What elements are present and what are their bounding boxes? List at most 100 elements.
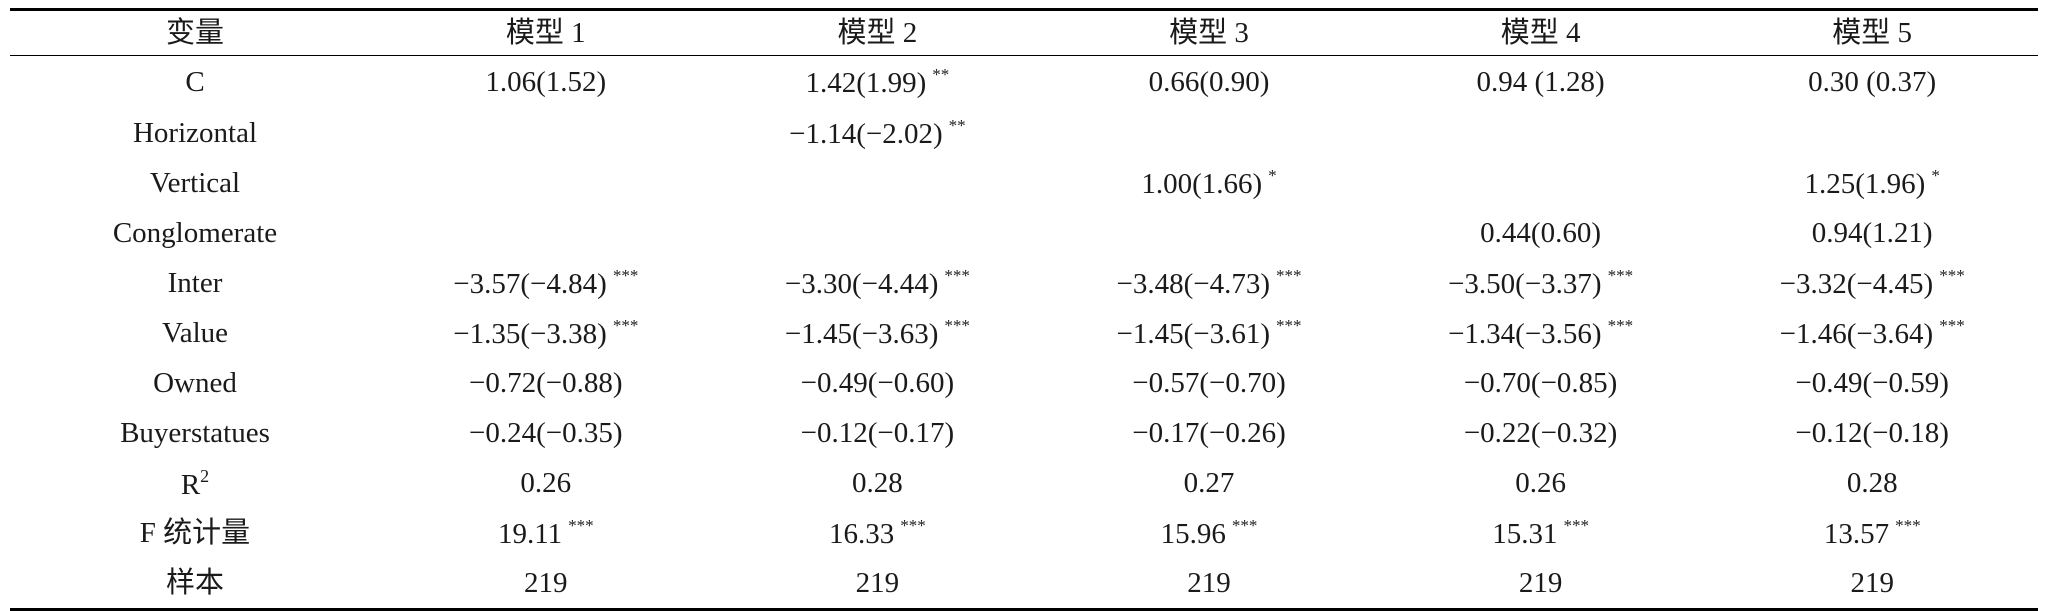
row-label: 样本 xyxy=(10,558,380,608)
cell-value: −1.35(−3.38) xyxy=(453,318,607,350)
cell-value: −0.12(−0.18) xyxy=(1795,416,1949,449)
cell-value: 1.06(1.52) xyxy=(485,65,607,98)
table-cell: 219 xyxy=(380,558,712,608)
row-label: Value xyxy=(10,308,380,358)
cell-value: −3.57(−4.84) xyxy=(453,268,607,300)
table-cell: 0.27 xyxy=(1043,458,1375,508)
row-label: Buyerstatues xyxy=(10,408,380,458)
cell-value: 1.00(1.66) xyxy=(1141,168,1263,200)
row-label: R2 xyxy=(10,458,380,508)
table-cell: 19.11 *** xyxy=(380,508,712,558)
table-row: Inter −3.57(−4.84) *** −3.30(−4.44) *** −3.48… xyxy=(10,258,2038,308)
row-label-text: F 统计量 xyxy=(139,516,251,549)
table-cell: 219 xyxy=(712,558,1044,608)
cell-value: 219 xyxy=(855,566,900,599)
cell-value: −0.57(−0.70) xyxy=(1132,366,1286,399)
table-cell: −0.72(−0.88) xyxy=(380,358,712,408)
cell-value: −0.49(−0.59) xyxy=(1795,366,1949,399)
cell-value: 219 xyxy=(1187,566,1231,599)
table-cell: 15.96 *** xyxy=(1043,508,1375,558)
table-row: F 统计量 19.11 *** 16.33 *** 15.96 *** 15.31 *** 13.… xyxy=(10,508,2038,558)
cell-value: −0.17(−0.26) xyxy=(1132,416,1286,449)
table-cell: 1.06(1.52) xyxy=(380,56,712,109)
table-cell xyxy=(1375,108,1707,158)
table-cell: 13.57 *** xyxy=(1706,508,2038,558)
cell-value: 15.96 xyxy=(1160,518,1226,550)
significance-stars: *** xyxy=(944,266,970,285)
table-cell xyxy=(1706,108,2038,158)
row-label-superscript: 2 xyxy=(200,465,210,486)
header-row: 变量 模型 1 模型 2 模型 3 模型 4 模型 5 xyxy=(10,11,2038,56)
table-cell xyxy=(380,208,712,258)
table-row: Conglomerate 0.44(0.60) 0.94(1.21) xyxy=(10,208,2038,258)
cell-value: −1.34(−3.56) xyxy=(1448,318,1602,350)
row-label: Horizontal xyxy=(10,108,380,158)
regression-table: 变量 模型 1 模型 2 模型 3 模型 4 模型 5 C 1.06(1.52) 1… xyxy=(10,11,2038,608)
table-cell xyxy=(712,158,1044,208)
table-cell: 0.94 (1.28) xyxy=(1375,56,1707,109)
significance-stars: *** xyxy=(900,516,926,535)
header-model-3: 模型 3 xyxy=(1043,11,1375,56)
header-model-1: 模型 1 xyxy=(380,11,712,56)
row-label-text: Buyerstatues xyxy=(120,416,270,449)
significance-stars: *** xyxy=(1895,516,1921,535)
significance-stars: *** xyxy=(612,316,639,335)
cell-value: 0.28 xyxy=(1846,466,1898,499)
significance-stars: *** xyxy=(1231,516,1258,535)
table-cell: −0.24(−0.35) xyxy=(380,408,712,458)
cell-value: −0.72(−0.88) xyxy=(469,366,623,399)
cell-value: −0.70(−0.85) xyxy=(1463,366,1618,399)
cell-value: 19.11 xyxy=(497,518,563,550)
cell-value: 1.25(1.96) xyxy=(1804,168,1926,200)
significance-stars: *** xyxy=(944,316,970,335)
table-cell: 16.33 *** xyxy=(712,508,1044,558)
row-label: Inter xyxy=(10,258,380,308)
row-label-text: C xyxy=(185,65,205,98)
table-cell: 0.66(0.90) xyxy=(1043,56,1375,109)
table-cell: −1.14(−2.02) ** xyxy=(712,108,1044,158)
cell-value: 1.42(1.99) xyxy=(805,67,927,99)
table-cell: −0.12(−0.18) xyxy=(1706,408,2038,458)
significance-stars: *** xyxy=(1939,316,1965,335)
table-cell: 1.25(1.96) * xyxy=(1706,158,2038,208)
table-cell: 0.28 xyxy=(1706,458,2038,508)
row-label: Owned xyxy=(10,358,380,408)
significance-stars: ** xyxy=(948,116,966,135)
table-cell: 219 xyxy=(1043,558,1375,608)
table-cell: −1.45(−3.61) *** xyxy=(1043,308,1375,358)
table-cell: −1.46(−3.64) *** xyxy=(1706,308,2038,358)
table-row: R2 0.26 0.28 0.27 0.26 0.28 xyxy=(10,458,2038,508)
row-label-text: Horizontal xyxy=(132,116,257,149)
row-label-text: Owned xyxy=(153,366,237,399)
table-body: C 1.06(1.52) 1.42(1.99) ** 0.66(0.90) 0.94 (1… xyxy=(10,56,2038,609)
table-cell: −0.22(−0.32) xyxy=(1375,408,1707,458)
header-variable: 变量 xyxy=(10,11,380,56)
table-row: Buyerstatues −0.24(−0.35) −0.12(−0.17) −0.1… xyxy=(10,408,2038,458)
table-header: 变量 模型 1 模型 2 模型 3 模型 4 模型 5 xyxy=(10,11,2038,56)
cell-value: −1.45(−3.61) xyxy=(1116,318,1270,350)
table-cell xyxy=(1375,158,1707,208)
cell-value: −0.24(−0.35) xyxy=(469,416,623,449)
cell-value: 0.44(0.60) xyxy=(1480,216,1601,249)
table-cell: 0.30 (0.37) xyxy=(1706,56,2038,109)
table-cell: 1.00(1.66) * xyxy=(1043,158,1375,208)
cell-value: −3.30(−4.44) xyxy=(784,268,939,300)
row-label: Vertical xyxy=(10,158,380,208)
cell-value: −1.14(−2.02) xyxy=(789,118,943,150)
significance-stars: *** xyxy=(1563,516,1589,535)
table-cell: 1.42(1.99) ** xyxy=(712,56,1044,109)
table-cell xyxy=(1043,108,1375,158)
table-cell: 15.31 *** xyxy=(1375,508,1707,558)
table-cell: −0.49(−0.60) xyxy=(712,358,1044,408)
row-label-text: R xyxy=(180,468,201,501)
cell-value: 219 xyxy=(1518,566,1563,599)
significance-stars: ** xyxy=(932,65,950,84)
table-cell xyxy=(380,108,712,158)
cell-value: 0.66(0.90) xyxy=(1148,65,1270,98)
cell-value: 15.31 xyxy=(1492,518,1558,550)
cell-value: −0.22(−0.32) xyxy=(1463,416,1618,449)
row-label-text: Inter xyxy=(167,266,223,299)
table-cell: −3.32(−4.45) *** xyxy=(1706,258,2038,308)
row-label: F 统计量 xyxy=(10,508,380,558)
table-cell: −3.50(−3.37) *** xyxy=(1375,258,1707,308)
